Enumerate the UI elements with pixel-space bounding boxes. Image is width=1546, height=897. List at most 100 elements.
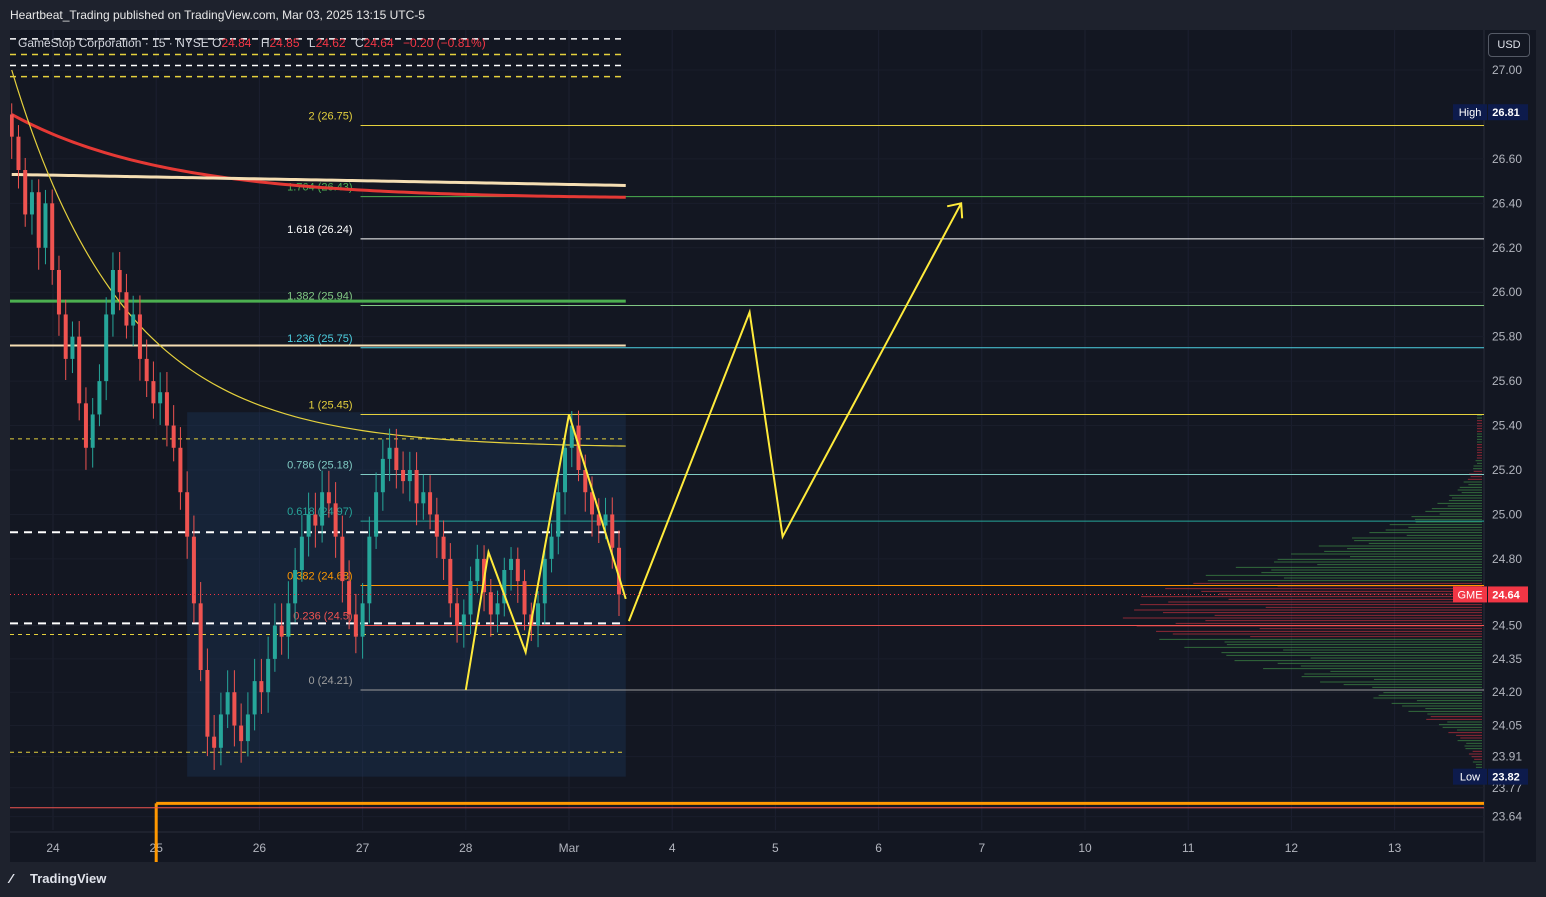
- candle-body: [434, 514, 439, 537]
- x-tick-label: 12: [1285, 841, 1299, 855]
- candle-body: [617, 547, 622, 595]
- candle-body: [569, 425, 574, 448]
- x-tick-label: 10: [1078, 841, 1092, 855]
- x-tick-label: 5: [772, 841, 779, 855]
- y-tick-label: 23.91: [1492, 750, 1522, 764]
- price-tag-name-bg: [1453, 768, 1487, 785]
- candle-body: [293, 570, 298, 604]
- candle-body: [610, 514, 615, 548]
- candle-body: [225, 692, 230, 715]
- candle-body: [158, 392, 163, 404]
- candle-body: [367, 536, 372, 604]
- close-value: 24.64: [363, 36, 394, 50]
- candle-body: [205, 670, 210, 737]
- y-tick-label: 24.80: [1492, 552, 1522, 566]
- candle-body: [218, 714, 223, 748]
- price-tag-name: High: [1459, 107, 1482, 119]
- change-value: −0.20 (−0.81%): [402, 36, 486, 50]
- candle-body: [110, 270, 115, 315]
- candle-body: [286, 603, 291, 637]
- projection-arrowhead: [946, 202, 964, 219]
- candle-body: [333, 503, 338, 537]
- candle-body: [509, 558, 514, 570]
- candle-body: [272, 625, 277, 659]
- candle-body: [306, 514, 311, 537]
- candle-body: [10, 114, 14, 137]
- chart-area[interactable]: 2425262728Mar45671011121327.0026.6026.40…: [10, 30, 1536, 862]
- candle-body: [563, 447, 568, 493]
- y-tick-label: 23.64: [1492, 810, 1522, 824]
- candle-body: [232, 692, 237, 726]
- price-tag-value: 26.81: [1492, 107, 1520, 119]
- y-tick-label: 26.00: [1492, 285, 1522, 299]
- candle-body: [313, 514, 318, 526]
- fib-level-label: 1.382 (25.94): [287, 291, 352, 303]
- high-value: 24.85: [269, 36, 300, 50]
- candle-body: [259, 681, 264, 693]
- y-tick-label: 26.60: [1492, 152, 1522, 166]
- price-tag-value-bg: [1488, 768, 1528, 785]
- fib-level-label: 1 (25.45): [309, 399, 353, 411]
- fib-level-label: 0.618 (24.97): [287, 506, 352, 518]
- price-chart[interactable]: 2425262728Mar45671011121327.0026.6026.40…: [10, 30, 1536, 862]
- x-tick-label: 26: [253, 841, 267, 855]
- candle-body: [549, 536, 554, 559]
- x-tick-label: 7: [978, 841, 985, 855]
- plot-background[interactable]: [10, 30, 1536, 862]
- candle-body: [50, 203, 55, 270]
- candle-body: [83, 403, 88, 448]
- price-tag-name: Low: [1460, 772, 1480, 784]
- candle-body: [596, 514, 601, 526]
- candle-body: [164, 392, 169, 426]
- candle-body: [326, 492, 331, 504]
- candle-body: [387, 447, 392, 459]
- tradingview-logo[interactable]: ⁄⁄ TradingView: [10, 871, 106, 886]
- y-tick-label: 25.20: [1492, 463, 1522, 477]
- fib-level-label: 2 (26.75): [309, 111, 353, 123]
- y-tick-label: 25.80: [1492, 330, 1522, 344]
- candle-body: [131, 314, 136, 326]
- open-key: O: [212, 36, 222, 50]
- candle-body: [36, 192, 41, 248]
- x-tick-label: 11: [1182, 841, 1195, 855]
- y-tick-label: 24.20: [1492, 685, 1522, 699]
- tradingview-logo-icon: ⁄⁄: [10, 871, 12, 886]
- candle-body: [441, 536, 446, 559]
- fib-level-label: 1.618 (26.24): [287, 224, 352, 236]
- candle-body: [185, 492, 190, 537]
- candle-body: [347, 581, 352, 615]
- price-tag-name-bg: [1453, 104, 1487, 121]
- price-tag-value: 23.82: [1492, 772, 1520, 784]
- y-tick-label: 25.40: [1492, 419, 1522, 433]
- candle-body: [542, 558, 547, 604]
- currency-button[interactable]: USD: [1488, 33, 1530, 57]
- fib-level-label: 0.236 (24.5): [293, 611, 352, 623]
- candle-body: [29, 192, 34, 215]
- y-tick-label: 25.60: [1492, 374, 1522, 388]
- candle-body: [536, 603, 541, 626]
- y-tick-label: 27.00: [1492, 63, 1522, 77]
- candle-body: [70, 336, 75, 359]
- candle-body: [266, 658, 271, 693]
- candle-body: [414, 470, 419, 504]
- x-tick-label: 4: [669, 841, 676, 855]
- candle-body: [401, 470, 406, 482]
- candle-body: [320, 492, 325, 526]
- candle-body: [394, 447, 399, 470]
- candle-body: [252, 681, 257, 715]
- candle-body: [428, 492, 433, 515]
- zigzag-pattern: [464, 414, 627, 691]
- candle-body: [97, 381, 102, 415]
- fib-level-label: 0.786 (25.18): [287, 459, 352, 471]
- candle-body: [353, 614, 358, 637]
- candle-body: [374, 492, 379, 537]
- candle-body: [124, 292, 129, 326]
- close-key: C: [354, 36, 364, 50]
- price-tag-value-bg: [1488, 104, 1528, 121]
- ma-cream-line: [11, 172, 626, 187]
- candle-body: [603, 514, 608, 526]
- candle-body: [191, 536, 196, 604]
- symbol-legend: GameStop Corporation · 15 · NYSE O24.84 …: [18, 36, 492, 50]
- candle-body: [43, 203, 48, 248]
- candle-body: [239, 725, 244, 742]
